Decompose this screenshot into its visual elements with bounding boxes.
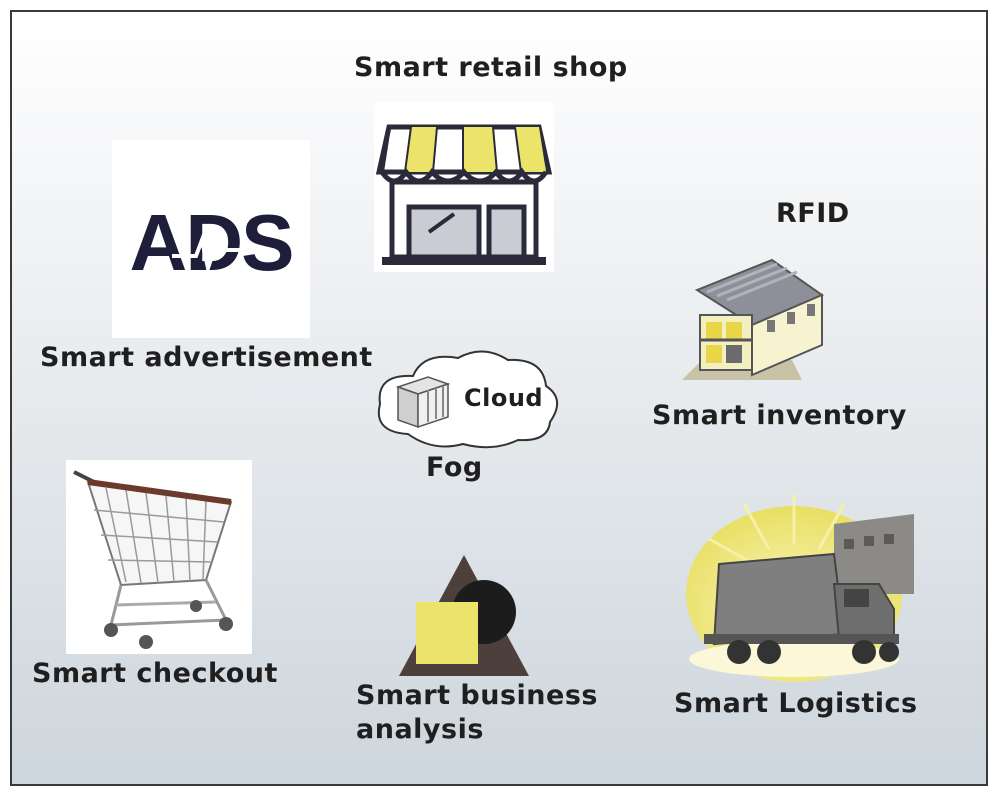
- smart-inventory-label: Smart inventory: [652, 400, 907, 431]
- warehouse-icon: [662, 240, 832, 400]
- truck-icon: [684, 484, 924, 684]
- server-icon: [388, 372, 458, 432]
- smart-checkout-label: Smart checkout: [32, 658, 278, 689]
- diagram-frame: Smart retail shop ADS Smart advertisemen…: [10, 10, 988, 786]
- smart-advertisement-label: Smart advertisement: [40, 342, 373, 373]
- shop-icon: [374, 102, 554, 272]
- rfid-label: RFID: [776, 198, 850, 229]
- smart-logistics-label: Smart Logistics: [674, 688, 918, 719]
- shapes-icon: [394, 550, 534, 680]
- fog-label: Fog: [426, 452, 483, 483]
- ads-logo-text: ADS: [130, 198, 293, 287]
- shopping-cart-icon: [66, 460, 252, 654]
- smart-business-analysis-label-line2: analysis: [356, 714, 484, 745]
- cloud-label: Cloud: [464, 384, 544, 412]
- smart-retail-shop-label: Smart retail shop: [354, 52, 628, 83]
- ads-logo-icon: ADS: [112, 140, 310, 338]
- smart-business-analysis-label-line1: Smart business: [356, 680, 598, 711]
